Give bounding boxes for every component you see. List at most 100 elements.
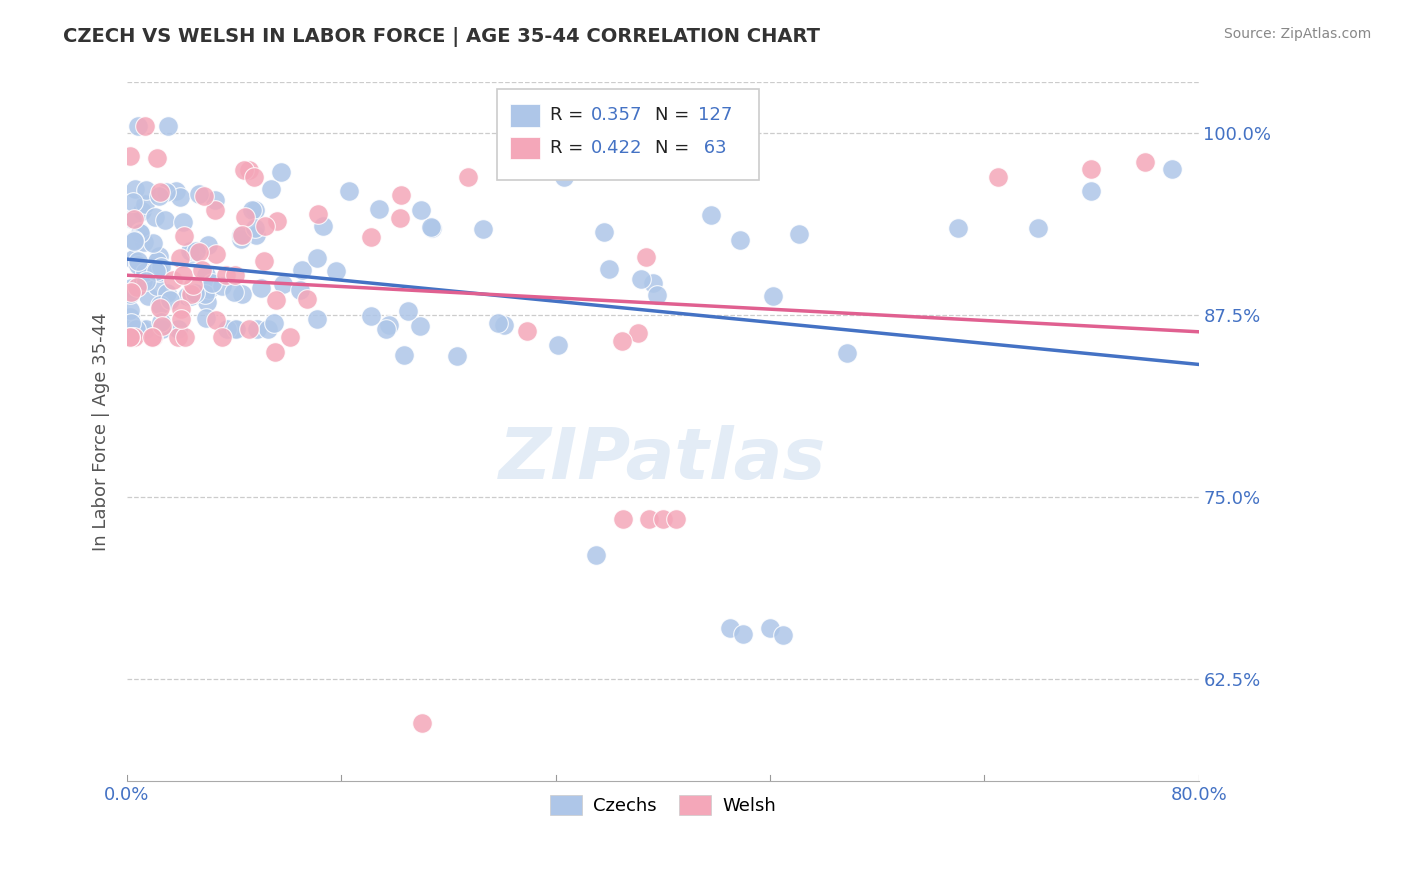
- Point: [121, 211, 143, 226]
- Point: [233, 210, 256, 224]
- Point: [260, 182, 283, 196]
- Point: [211, 279, 233, 293]
- Text: ZIPatlas: ZIPatlas: [499, 425, 827, 494]
- Point: [127, 258, 149, 272]
- Point: [120, 285, 142, 299]
- Point: [181, 278, 204, 293]
- Point: [291, 263, 314, 277]
- Point: [266, 213, 288, 227]
- Point: [136, 289, 159, 303]
- Point: [122, 211, 145, 226]
- Point: [124, 182, 146, 196]
- Point: [129, 225, 152, 239]
- Point: [195, 268, 218, 282]
- Point: [125, 322, 148, 336]
- Point: [135, 322, 157, 336]
- Point: [240, 203, 263, 218]
- Point: [156, 119, 179, 133]
- Point: [245, 221, 267, 235]
- Point: [121, 194, 143, 209]
- Point: [222, 285, 245, 299]
- Point: [142, 330, 165, 344]
- Point: [132, 274, 155, 288]
- Point: [243, 170, 266, 185]
- Point: [148, 298, 170, 312]
- Text: CZECH VS WELSH IN LABOR FORCE | AGE 35-44 CORRELATION CHART: CZECH VS WELSH IN LABOR FORCE | AGE 35-4…: [63, 27, 820, 46]
- Point: [360, 310, 382, 324]
- Point: [253, 254, 276, 268]
- Point: [205, 312, 228, 326]
- Point: [270, 165, 292, 179]
- Y-axis label: In Labor Force | Age 35-44: In Labor Force | Age 35-44: [93, 312, 110, 550]
- Point: [173, 229, 195, 244]
- Point: [187, 187, 209, 202]
- FancyBboxPatch shape: [509, 104, 540, 127]
- Point: [374, 322, 396, 336]
- Point: [176, 289, 198, 303]
- Point: [148, 188, 170, 202]
- Point: [166, 322, 188, 336]
- Point: [156, 285, 179, 300]
- Point: [759, 621, 782, 635]
- Point: [134, 235, 156, 249]
- Point: [585, 548, 607, 562]
- Point: [238, 322, 260, 336]
- Point: [118, 330, 141, 344]
- Point: [148, 265, 170, 279]
- Point: [118, 330, 141, 344]
- Text: Source: ZipAtlas.com: Source: ZipAtlas.com: [1223, 27, 1371, 41]
- Point: [411, 715, 433, 730]
- Point: [165, 184, 187, 198]
- Point: [129, 227, 152, 241]
- Point: [169, 251, 191, 265]
- Point: [145, 263, 167, 277]
- Point: [141, 330, 163, 344]
- Point: [630, 272, 652, 286]
- Point: [134, 119, 156, 133]
- Point: [307, 311, 329, 326]
- Point: [392, 348, 415, 362]
- Point: [471, 222, 494, 236]
- Point: [148, 249, 170, 263]
- Point: [638, 512, 661, 526]
- Point: [159, 293, 181, 307]
- Point: [125, 280, 148, 294]
- Point: [409, 202, 432, 217]
- Text: N =: N =: [655, 139, 696, 157]
- Point: [665, 512, 688, 526]
- Point: [195, 310, 218, 325]
- Point: [205, 247, 228, 261]
- Point: [245, 203, 267, 218]
- Point: [1026, 220, 1049, 235]
- Point: [150, 315, 173, 329]
- Point: [367, 202, 389, 216]
- Point: [204, 194, 226, 208]
- Point: [134, 196, 156, 211]
- Point: [217, 322, 239, 336]
- Point: [184, 285, 207, 300]
- Point: [169, 311, 191, 326]
- Point: [233, 163, 256, 178]
- Point: [118, 310, 141, 325]
- Point: [211, 330, 233, 344]
- Point: [135, 183, 157, 197]
- Point: [612, 334, 634, 349]
- Point: [651, 512, 673, 526]
- Point: [305, 251, 328, 265]
- Point: [229, 232, 252, 246]
- Point: [149, 185, 172, 199]
- Point: [146, 151, 169, 165]
- Point: [250, 281, 273, 295]
- Text: 63: 63: [699, 139, 727, 157]
- Point: [180, 287, 202, 301]
- Point: [179, 244, 201, 259]
- Point: [146, 254, 169, 268]
- Text: 127: 127: [699, 106, 733, 125]
- Point: [457, 169, 479, 184]
- Point: [312, 219, 335, 234]
- Point: [127, 254, 149, 268]
- Point: [787, 227, 810, 241]
- Point: [231, 287, 253, 301]
- Point: [131, 203, 153, 218]
- Point: [288, 283, 311, 297]
